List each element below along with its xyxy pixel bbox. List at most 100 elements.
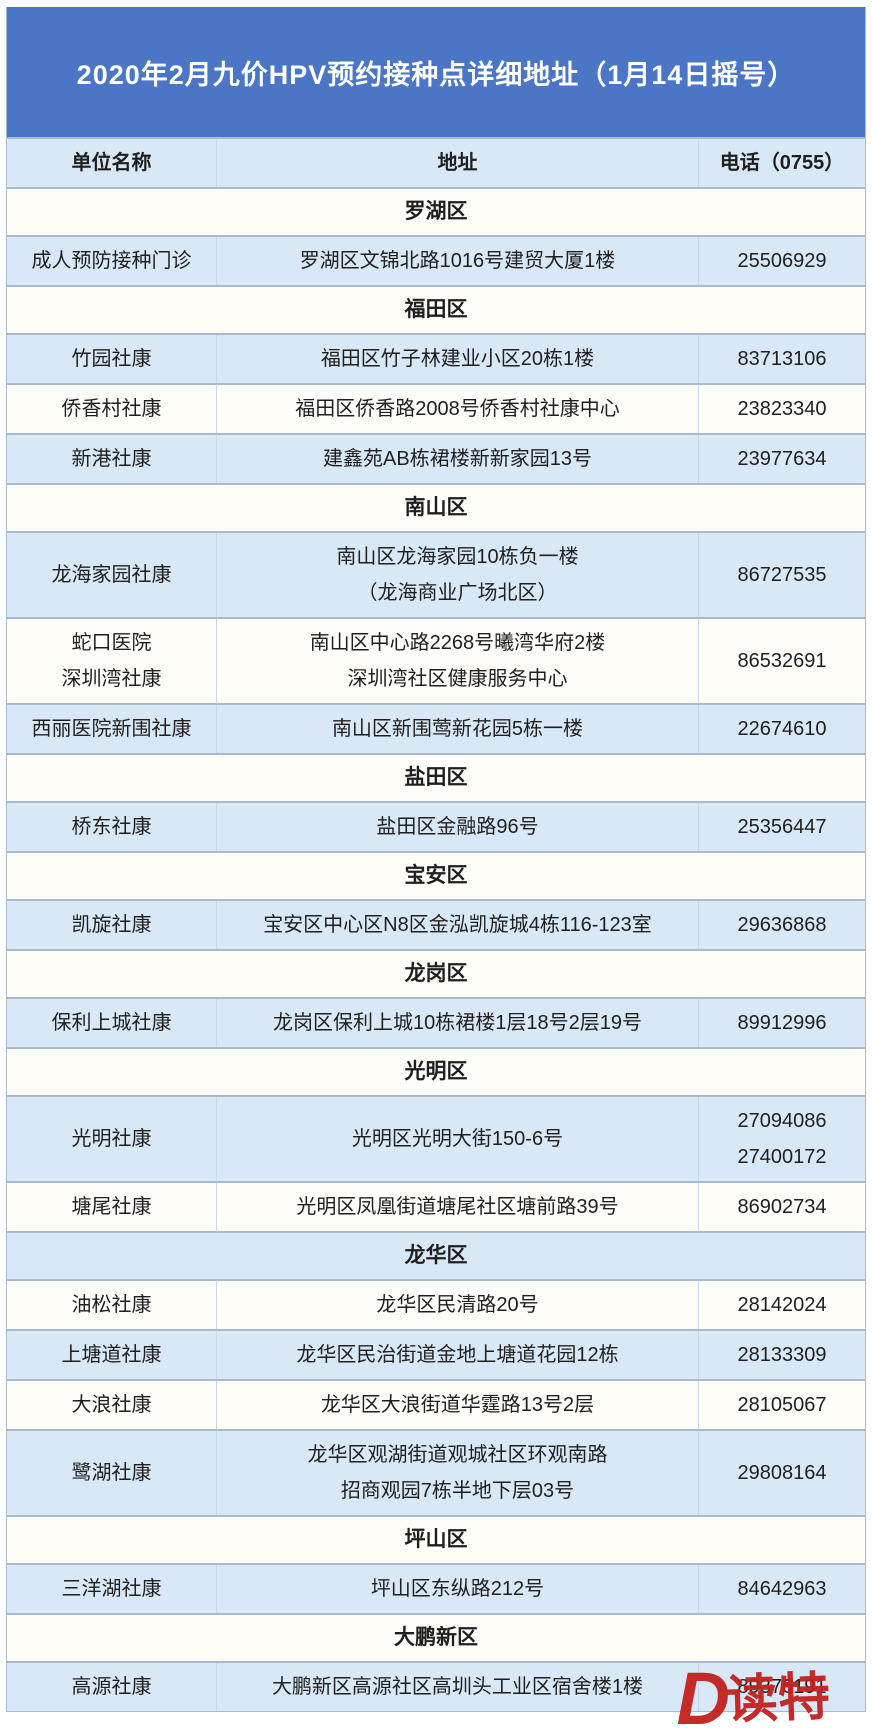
address-cell: 坪山区东纵路212号	[216, 1565, 699, 1613]
phone-cell: 23823340	[737, 398, 827, 420]
phone-cell: 25506929	[737, 250, 827, 272]
phone-cell: 89912996	[737, 1012, 827, 1034]
clinic-row: 大浪社康 龙华区大浪街道华霆路13号2层 28105067	[7, 1379, 865, 1429]
clinic-row: 蛇口医院 深圳湾社康 南山区中心路2268号曦湾华府2楼 深圳湾社区健康服务中心 865…	[7, 617, 865, 703]
district-row: 福田区	[7, 285, 865, 333]
column-header-unit-name: 单位名称	[71, 152, 152, 174]
clinic-row: 高源社康 大鹏新区高源社区高圳头工业区宿舍楼1楼 89376191	[7, 1661, 865, 1711]
phone-cell: 86532691	[737, 650, 827, 672]
phone-cell: 23977634	[737, 448, 827, 470]
clinic-name-cell: 光明社康	[71, 1128, 152, 1150]
address-cell: 龙华区大浪街道华霆路13号2层	[216, 1381, 699, 1429]
address-cell: 南山区中心路2268号曦湾华府2楼 深圳湾社区健康服务中心	[216, 619, 699, 703]
clinic-name-cell: 竹园社康	[71, 348, 152, 370]
clinic-row: 油松社康 龙华区民清路20号 28142024	[7, 1279, 865, 1329]
clinic-name-cell: 塘尾社康	[71, 1196, 152, 1218]
district-label: 盐田区	[404, 766, 468, 789]
phone-cell: 22674610	[737, 718, 827, 740]
phone-cell: 86727535	[737, 564, 827, 586]
clinic-row: 西丽医院新围社康 南山区新围莺新花园5栋一楼 22674610	[7, 703, 865, 753]
column-header-address: 地址	[216, 139, 699, 187]
table-header-row: 单位名称 地址 电话（0755）	[7, 137, 865, 187]
address-cell: 盐田区金融路96号	[216, 803, 699, 851]
district-label: 大鹏新区	[394, 1626, 478, 1649]
clinic-row: 成人预防接种门诊 罗湖区文锦北路1016号建贸大厦1楼 25506929	[7, 235, 865, 285]
phone-cell: 25356447	[737, 816, 827, 838]
clinic-name-cell: 油松社康	[71, 1294, 152, 1316]
clinic-row: 鹭湖社康 龙华区观湖街道观城社区环观南路 招商观园7栋半地下层03号 29808164	[7, 1429, 865, 1515]
title-banner: 2020年2月九价HPV预约接种点详细地址（1月14日摇号）	[7, 7, 865, 137]
district-row: 大鹏新区	[7, 1613, 865, 1661]
phone-cell: 86902734	[737, 1196, 827, 1218]
address-cell: 光明区光明大街150-6号	[216, 1097, 699, 1181]
district-row: 盐田区	[7, 753, 865, 801]
phone-cell: 29808164	[737, 1462, 827, 1484]
address-cell: 宝安区中心区N8区金泓凯旋城4栋116-123室	[216, 901, 699, 949]
district-label: 南山区	[404, 496, 468, 519]
clinic-row: 三洋湖社康 坪山区东纵路212号 84642963	[7, 1563, 865, 1613]
district-label: 福田区	[404, 298, 468, 321]
phone-cell: 84642963	[737, 1578, 827, 1600]
district-row: 坪山区	[7, 1515, 865, 1563]
vaccination-sites-table: 2020年2月九价HPV预约接种点详细地址（1月14日摇号） 单位名称 地址 电…	[6, 7, 866, 1712]
clinic-name-cell: 上塘道社康	[61, 1344, 162, 1366]
address-cell: 福田区侨香路2008号侨香村社康中心	[216, 385, 699, 433]
clinic-name-cell: 高源社康	[71, 1676, 152, 1698]
clinic-row: 保利上城社康 龙岗区保利上城10栋裙楼1层18号2层19号 89912996	[7, 997, 865, 1047]
clinic-row: 新港社康 建鑫苑AB栋裙楼新新家园13号 23977634	[7, 433, 865, 483]
clinic-name-cell: 三洋湖社康	[61, 1578, 162, 1600]
clinic-name-cell: 大浪社康	[71, 1394, 152, 1416]
district-label: 光明区	[404, 1060, 468, 1083]
address-cell: 光明区凤凰街道塘尾社区塘前路39号	[216, 1183, 699, 1231]
phone-cell: 29636868	[737, 914, 827, 936]
clinic-row: 竹园社康 福田区竹子林建业小区20栋1楼 83713106	[7, 333, 865, 383]
district-label: 宝安区	[404, 864, 468, 887]
clinic-row: 桥东社康 盐田区金融路96号 25356447	[7, 801, 865, 851]
clinic-name-cell: 西丽医院新围社康	[31, 718, 192, 740]
district-label: 罗湖区	[404, 200, 468, 223]
phone-cell: 28105067	[737, 1394, 827, 1416]
address-cell: 龙华区观湖街道观城社区环观南路 招商观园7栋半地下层03号	[216, 1431, 699, 1515]
district-label: 龙华区	[404, 1244, 468, 1267]
district-row: 龙岗区	[7, 949, 865, 997]
phone-cell: 27094086 27400172	[737, 1110, 827, 1168]
page-title: 2020年2月九价HPV预约接种点详细地址（1月14日摇号）	[76, 59, 796, 90]
phone-cell: 89376191	[737, 1676, 827, 1698]
clinic-row: 凯旋社康 宝安区中心区N8区金泓凯旋城4栋116-123室 29636868	[7, 899, 865, 949]
clinic-name-cell: 龙海家园社康	[51, 564, 172, 586]
address-cell: 罗湖区文锦北路1016号建贸大厦1楼	[216, 237, 699, 285]
district-row: 宝安区	[7, 851, 865, 899]
clinic-name-cell: 成人预防接种门诊	[31, 250, 192, 272]
address-cell: 南山区新围莺新花园5栋一楼	[216, 705, 699, 753]
phone-cell: 28142024	[737, 1294, 827, 1316]
clinic-name-cell: 新港社康	[71, 448, 152, 470]
clinic-row: 上塘道社康 龙华区民治街道金地上塘道花园12栋 28133309	[7, 1329, 865, 1379]
clinic-row: 光明社康 光明区光明大街150-6号 27094086 27400172	[7, 1095, 865, 1181]
address-cell: 建鑫苑AB栋裙楼新新家园13号	[216, 435, 699, 483]
column-header-phone: 电话（0755）	[719, 152, 845, 174]
district-row: 光明区	[7, 1047, 865, 1095]
address-cell: 南山区龙海家园10栋负一楼 （龙海商业广场北区）	[216, 533, 699, 617]
clinic-name-cell: 蛇口医院 深圳湾社康	[61, 632, 162, 690]
district-row: 龙华区	[7, 1231, 865, 1279]
address-cell: 龙华区民治街道金地上塘道花园12栋	[216, 1331, 699, 1379]
clinic-row: 塘尾社康 光明区凤凰街道塘尾社区塘前路39号 86902734	[7, 1181, 865, 1231]
table-rows: 罗湖区成人预防接种门诊 罗湖区文锦北路1016号建贸大厦1楼 25506929 福田区…	[7, 187, 865, 1711]
clinic-row: 龙海家园社康 南山区龙海家园10栋负一楼 （龙海商业广场北区） 86727535	[7, 531, 865, 617]
clinic-name-cell: 侨香村社康	[61, 398, 162, 420]
district-label: 坪山区	[404, 1528, 468, 1551]
address-cell: 龙岗区保利上城10栋裙楼1层18号2层19号	[216, 999, 699, 1047]
clinic-name-cell: 鹭湖社康	[71, 1462, 152, 1484]
address-cell: 福田区竹子林建业小区20栋1楼	[216, 335, 699, 383]
district-label: 龙岗区	[404, 962, 468, 985]
clinic-name-cell: 凯旋社康	[71, 914, 152, 936]
phone-cell: 83713106	[737, 348, 827, 370]
clinic-name-cell: 桥东社康	[71, 816, 152, 838]
district-row: 南山区	[7, 483, 865, 531]
address-cell: 龙华区民清路20号	[216, 1281, 699, 1329]
address-cell: 大鹏新区高源社区高圳头工业区宿舍楼1楼	[216, 1663, 699, 1711]
clinic-row: 侨香村社康 福田区侨香路2008号侨香村社康中心 23823340	[7, 383, 865, 433]
phone-cell: 28133309	[737, 1344, 827, 1366]
district-row: 罗湖区	[7, 187, 865, 235]
